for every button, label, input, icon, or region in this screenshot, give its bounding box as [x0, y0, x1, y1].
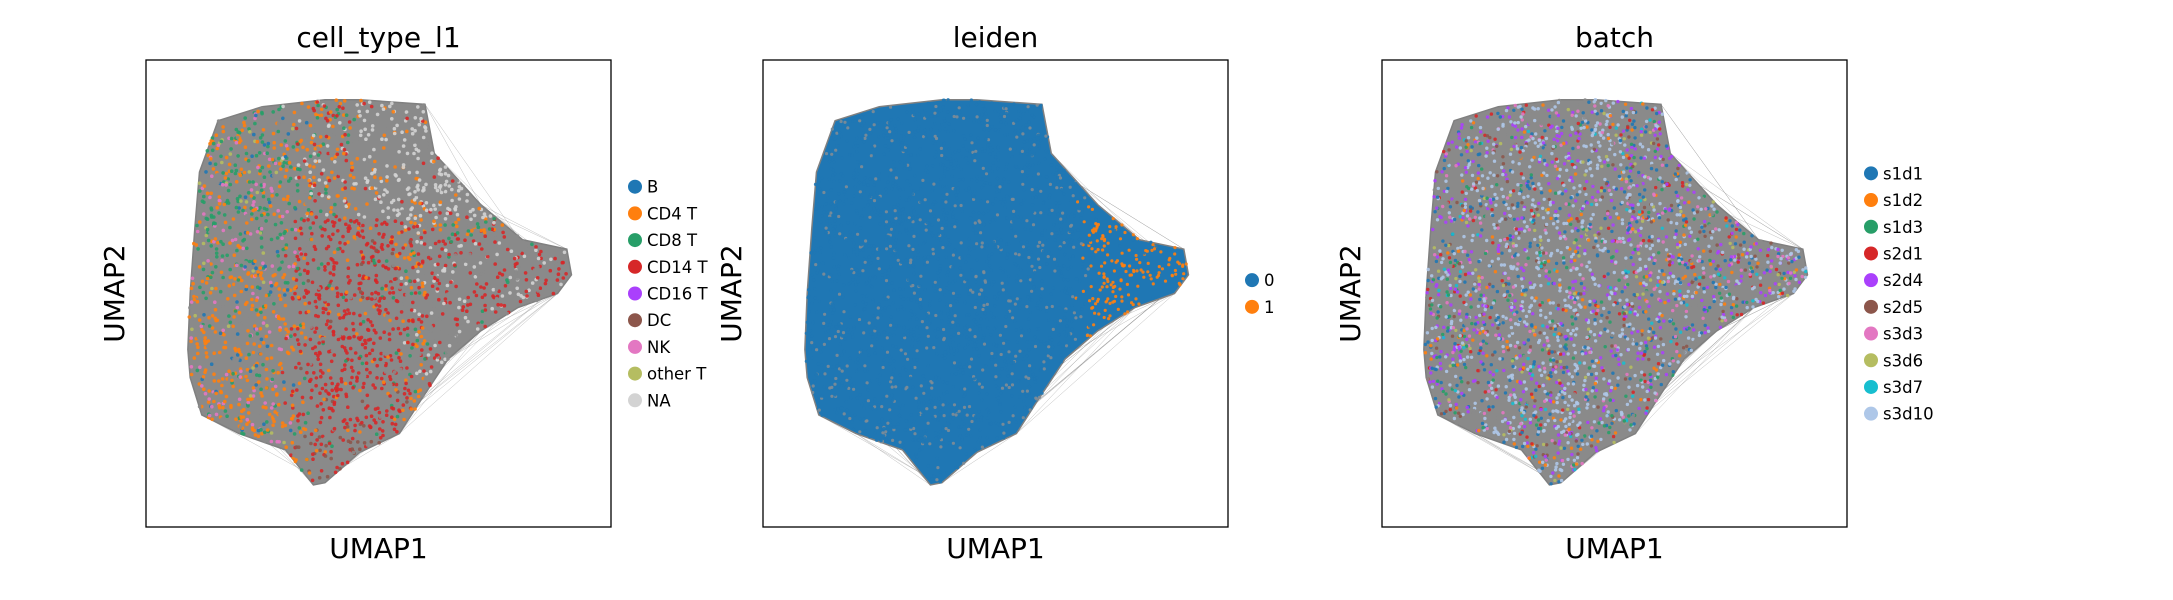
legend-label: CD14 T: [647, 258, 708, 277]
panel-title: leiden: [953, 21, 1039, 54]
x-axis-label: UMAP1: [946, 532, 1045, 565]
legend-marker: [1864, 353, 1878, 368]
legend-label: CD4 T: [647, 204, 698, 223]
legend-label: DC: [647, 311, 671, 330]
legend-label: NA: [647, 391, 671, 410]
legend-label: s2d4: [1883, 271, 1923, 290]
legend-marker: [628, 366, 642, 381]
legend-marker: [628, 339, 642, 354]
legend-marker: [1864, 273, 1878, 288]
legend-label: CD16 T: [647, 285, 708, 304]
legend-label: s1d2: [1883, 191, 1923, 210]
legend-label: CD8 T: [647, 231, 698, 250]
legend-label: s3d10: [1883, 405, 1934, 424]
panel-title: cell_type_l1: [296, 21, 460, 54]
legend-marker: [1864, 193, 1878, 208]
legend: B CD4 T CD8 T CD14 T CD16 T DC NK other T NA: [628, 178, 708, 410]
y-axis-label: UMAP2: [1334, 244, 1367, 343]
legend-label: s1d1: [1883, 164, 1923, 183]
legend-label: s3d3: [1883, 325, 1923, 344]
legend-marker: [1864, 166, 1878, 181]
legend-marker: [628, 206, 642, 221]
legend-marker: [1864, 219, 1878, 234]
legend: s1d1 s1d2 s1d3 s2d1 s2d4 s2d5 s3d3 s3d6 s3d7 s3d1…: [1864, 164, 1934, 424]
legend-marker: [628, 233, 642, 248]
legend: 01: [1245, 271, 1275, 317]
axes-frame: [762, 59, 1229, 528]
legend-label: NK: [647, 338, 671, 357]
legend-label: s2d5: [1883, 298, 1923, 317]
x-axis-label: UMAP1: [329, 532, 428, 565]
y-axis-label: UMAP2: [715, 244, 748, 343]
legend-marker: [1245, 299, 1259, 314]
legend-marker: [628, 286, 642, 301]
axes-frame: [145, 59, 612, 528]
legend-marker: [628, 179, 642, 194]
panel-0: cell_type_l1 UMAP1 UMAP2 B CD4 T CD8 T CD14 T C…: [98, 21, 708, 565]
legend-label: other T: [647, 365, 707, 384]
legend-label: 0: [1264, 271, 1275, 290]
scatter-points: [1423, 98, 1809, 486]
legend-marker: [1864, 326, 1878, 341]
axes-frame: [1381, 59, 1848, 528]
legend-label: B: [647, 178, 658, 197]
y-axis-label: UMAP2: [98, 244, 131, 343]
legend-marker: [1864, 246, 1878, 261]
legend-label: s3d7: [1883, 378, 1923, 397]
scatter-points: [187, 98, 573, 486]
legend-marker: [1864, 379, 1878, 394]
legend-marker: [628, 259, 642, 274]
scatter-points: [804, 98, 1190, 486]
x-axis-label: UMAP1: [1565, 532, 1664, 565]
legend-label: s3d6: [1883, 351, 1923, 370]
legend-marker: [628, 393, 642, 408]
legend-label: s1d3: [1883, 218, 1923, 237]
legend-marker: [1864, 406, 1878, 421]
legend-marker: [1245, 273, 1259, 288]
legend-marker: [1864, 299, 1878, 314]
panel-title: batch: [1575, 21, 1654, 54]
legend-marker: [628, 313, 642, 328]
panel-2: batchUMAP1UMAP2s1d1s1d2s1d3s2d1s2d4s2d5s…: [1334, 21, 1934, 565]
legend-label: s2d1: [1883, 244, 1923, 263]
legend-label: 1: [1264, 298, 1275, 317]
